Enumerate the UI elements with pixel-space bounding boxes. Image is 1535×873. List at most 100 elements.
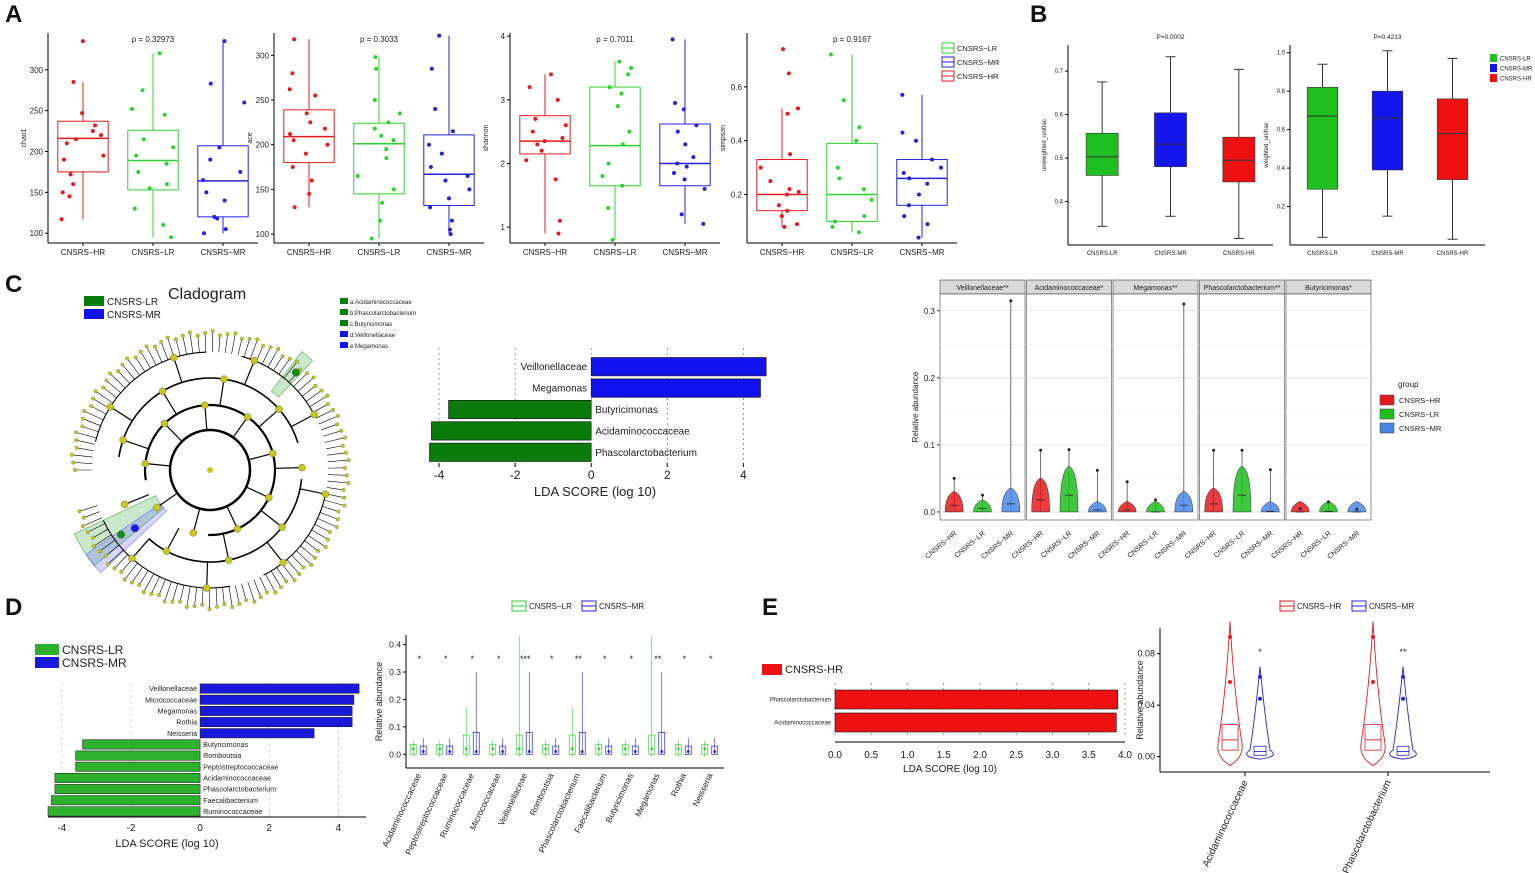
tree-leaf-branch [194, 587, 197, 607]
legend-label: CNSRS-HR [785, 664, 843, 676]
tree-node [343, 450, 348, 455]
tree-node [71, 460, 76, 465]
data-point [597, 747, 601, 751]
tree-node [264, 590, 269, 595]
tree-leaf-branch [114, 554, 128, 569]
tree-node [122, 577, 127, 582]
significance-marker: *** [520, 654, 531, 664]
tree-node [141, 590, 146, 595]
data-point [369, 236, 374, 241]
data-point [675, 129, 680, 134]
tree-node [276, 346, 281, 351]
tree-leaf-branch [322, 506, 339, 512]
tree-node [342, 503, 347, 508]
tree-node [230, 605, 235, 610]
tree-node [224, 556, 233, 564]
data-point [59, 217, 64, 222]
data-point [617, 59, 622, 64]
tree-node [129, 580, 134, 585]
tree-node [120, 362, 125, 367]
tree-node [82, 409, 87, 413]
box [659, 123, 711, 187]
bar-label: Phascolarctobacterium [595, 448, 697, 459]
violin-body [1232, 465, 1252, 513]
data-point [832, 219, 837, 224]
box [595, 744, 603, 755]
data-point [633, 750, 637, 753]
x-tick-label: CNSRS−MR [200, 248, 245, 257]
data-point [292, 205, 297, 210]
tree-node [170, 353, 178, 362]
tree-leaf-branch [138, 570, 149, 586]
tree-node [343, 435, 348, 440]
tree-node [103, 553, 108, 558]
outlier-point [1355, 507, 1359, 511]
y-tick-label: 3 [501, 96, 506, 105]
tree-leaf-branch [327, 452, 346, 456]
data-point [835, 165, 840, 170]
data-point [549, 72, 554, 77]
data-point [140, 88, 145, 93]
y-tick-label: 0.8 [1277, 89, 1286, 95]
x-tick-label: 2 [266, 823, 272, 834]
x-tick-label: -2 [510, 468, 521, 482]
x-tick-label: CNSRS-HR [1437, 251, 1469, 257]
data-point [313, 93, 318, 98]
tree-node [339, 428, 344, 433]
tree-node [325, 393, 330, 398]
box [684, 745, 692, 755]
tree-branch [124, 494, 150, 505]
data-point [607, 85, 612, 90]
tree-leaf-branch [302, 385, 316, 397]
tree-node [344, 473, 349, 478]
data-point [474, 750, 478, 753]
tree-leaf-branch [265, 573, 276, 593]
data-point [650, 747, 654, 751]
outlier-point [1095, 468, 1099, 472]
x-tick-label: Veillonellaceae [496, 771, 529, 827]
y-tick-label: 4 [501, 32, 506, 41]
data-point [308, 120, 313, 125]
tree-leaf-branch [164, 581, 172, 602]
data-point [517, 747, 521, 751]
significance-marker: * [417, 654, 421, 664]
facet-label: Megamonas** [1134, 285, 1178, 292]
panel-label-c: C [5, 271, 22, 298]
data-point [681, 107, 686, 112]
data-point [386, 120, 391, 125]
tree-leaf-branch [126, 358, 140, 376]
significance-marker: * [470, 654, 474, 664]
x-tick-label: CNSRS−HR [287, 248, 331, 257]
data-point [671, 171, 676, 175]
outlier-point [1228, 635, 1232, 639]
tree-node [280, 354, 285, 359]
data-point [141, 137, 146, 142]
data-point [465, 173, 470, 178]
legend-label: CNSRS−MR [957, 58, 1000, 67]
tree-leaf-branch [295, 550, 312, 566]
x-axis-label: LDA SCORE (log 10) [903, 764, 997, 775]
bar-label: Megamonas [158, 707, 198, 716]
bar-label: Peptostreptococcaceae [203, 762, 278, 771]
outlier-point [1039, 448, 1043, 452]
box [1222, 136, 1256, 183]
tree-node [321, 490, 330, 498]
x-tick-label: 4 [740, 468, 747, 482]
tree-branch [131, 538, 150, 559]
data-point [901, 171, 906, 175]
legend-label: CNSRS−MR [1399, 424, 1442, 433]
violin-body [1088, 500, 1107, 513]
bar-label: Faecalibacterium [203, 796, 258, 805]
tree-node [331, 407, 336, 412]
tree-leaf-branch [322, 430, 342, 437]
tree-node [225, 332, 230, 337]
outlier-point [1258, 674, 1262, 679]
tree-node [85, 530, 90, 535]
tree-node [159, 340, 164, 344]
data-point [786, 71, 791, 76]
tree-node [101, 385, 106, 390]
tree-branch [164, 423, 184, 443]
significance-marker: * [603, 654, 607, 664]
x-tick-label: 2.5 [1009, 750, 1023, 761]
tree-node [133, 355, 138, 360]
